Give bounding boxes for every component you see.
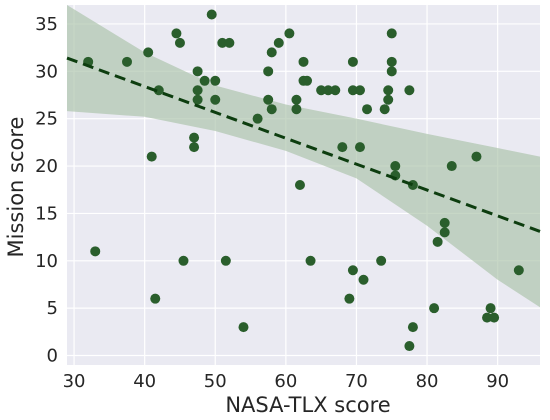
data-point <box>383 85 394 96</box>
data-point <box>386 28 397 39</box>
data-point <box>210 75 221 86</box>
x-axis-label: NASA-TLX score <box>225 393 390 417</box>
data-point <box>263 94 274 105</box>
data-point <box>298 56 309 67</box>
data-point <box>485 303 496 314</box>
data-point <box>354 85 365 96</box>
data-point <box>471 151 482 162</box>
data-point <box>316 85 327 96</box>
data-point <box>143 47 154 58</box>
x-tick-label: 50 <box>204 371 227 392</box>
data-point <box>238 322 249 333</box>
data-point <box>354 142 365 153</box>
data-point <box>178 255 189 266</box>
data-point <box>358 274 369 285</box>
y-tick-label: 5 <box>47 298 58 319</box>
confidence-band <box>67 5 540 308</box>
data-point <box>206 9 217 20</box>
y-tick-label: 0 <box>47 346 58 367</box>
y-tick-label: 20 <box>35 156 58 177</box>
data-point <box>294 180 305 190</box>
data-point <box>291 94 302 105</box>
y-tick-label: 30 <box>35 61 58 82</box>
y-tick-label: 25 <box>35 109 58 130</box>
data-point <box>305 255 316 266</box>
y-tick-label: 15 <box>35 203 58 224</box>
data-point <box>404 341 415 352</box>
data-point <box>199 75 210 86</box>
data-point <box>347 265 358 276</box>
data-point <box>192 94 203 105</box>
data-point <box>404 85 415 96</box>
data-point <box>302 75 313 86</box>
data-point <box>122 56 133 67</box>
data-point <box>439 227 450 238</box>
data-point <box>291 104 302 115</box>
data-point <box>386 56 397 67</box>
data-point <box>266 104 277 115</box>
data-point <box>263 66 274 77</box>
y-axis-label: Mission score <box>4 117 28 258</box>
y-tick-labels: 0 5 10 15 20 25 30 35 <box>35 14 58 367</box>
data-point <box>171 28 182 39</box>
data-point <box>432 236 443 247</box>
data-point <box>284 28 295 39</box>
data-point <box>153 85 164 96</box>
x-tick-label: 90 <box>486 371 509 392</box>
data-point <box>323 85 334 96</box>
data-point <box>252 113 263 124</box>
data-point <box>210 94 221 105</box>
data-point <box>383 94 394 105</box>
data-point <box>90 246 101 257</box>
x-tick-label: 30 <box>63 371 86 392</box>
data-point <box>273 37 284 48</box>
data-point <box>174 37 185 48</box>
data-point <box>407 322 418 333</box>
data-point <box>150 293 161 304</box>
data-point <box>224 37 235 48</box>
data-point <box>379 104 390 115</box>
data-point <box>192 66 203 77</box>
data-point <box>330 85 341 96</box>
data-point <box>344 293 355 304</box>
y-tick-label: 35 <box>35 14 58 35</box>
data-point <box>347 85 358 96</box>
data-points <box>83 9 524 352</box>
data-point <box>337 142 348 153</box>
data-point <box>386 66 397 77</box>
x-tick-label: 60 <box>274 371 297 392</box>
data-point <box>390 161 401 172</box>
x-tick-label: 80 <box>416 371 439 392</box>
x-tick-label: 70 <box>345 371 368 392</box>
data-point <box>347 56 358 67</box>
data-point <box>217 37 228 48</box>
y-tick-label: 10 <box>35 251 58 272</box>
data-point <box>189 132 200 143</box>
x-tick-labels: 30 40 50 60 70 80 90 <box>63 371 509 392</box>
data-point <box>220 255 231 266</box>
data-point <box>489 312 500 323</box>
data-point <box>192 85 203 96</box>
data-point <box>482 312 493 323</box>
data-point <box>513 265 524 276</box>
data-point <box>439 217 450 228</box>
data-point <box>146 151 157 162</box>
data-point <box>362 104 373 115</box>
data-point <box>376 255 387 266</box>
data-point <box>446 161 457 172</box>
x-tick-label: 40 <box>133 371 156 392</box>
data-point <box>429 303 440 314</box>
data-point <box>266 47 277 58</box>
data-point <box>189 142 200 153</box>
